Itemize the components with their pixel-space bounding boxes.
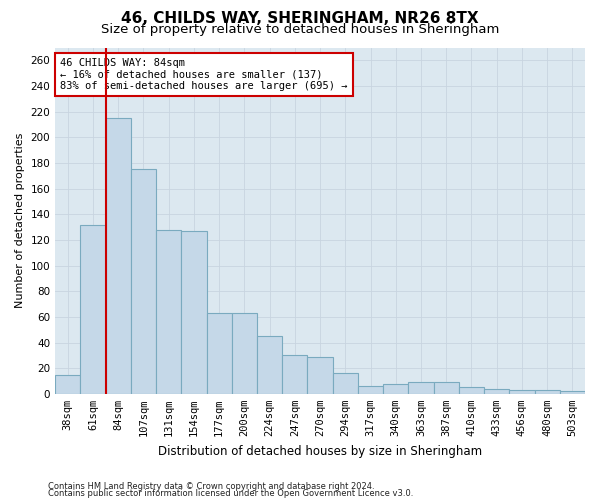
- Bar: [156, 230, 181, 394]
- Bar: [181, 231, 206, 394]
- Bar: [106, 118, 131, 394]
- Bar: [206, 313, 232, 394]
- Bar: [484, 388, 509, 394]
- Bar: [307, 356, 332, 394]
- Bar: [80, 224, 106, 394]
- Bar: [131, 170, 156, 394]
- X-axis label: Distribution of detached houses by size in Sheringham: Distribution of detached houses by size …: [158, 444, 482, 458]
- Text: Contains HM Land Registry data © Crown copyright and database right 2024.: Contains HM Land Registry data © Crown c…: [48, 482, 374, 491]
- Bar: [232, 313, 257, 394]
- Bar: [535, 390, 560, 394]
- Bar: [434, 382, 459, 394]
- Bar: [358, 386, 383, 394]
- Bar: [560, 391, 585, 394]
- Bar: [55, 374, 80, 394]
- Bar: [383, 384, 409, 394]
- Bar: [257, 336, 282, 394]
- Bar: [409, 382, 434, 394]
- Text: 46, CHILDS WAY, SHERINGHAM, NR26 8TX: 46, CHILDS WAY, SHERINGHAM, NR26 8TX: [121, 11, 479, 26]
- Text: Size of property relative to detached houses in Sheringham: Size of property relative to detached ho…: [101, 22, 499, 36]
- Bar: [282, 356, 307, 394]
- Bar: [459, 388, 484, 394]
- Bar: [509, 390, 535, 394]
- Text: 46 CHILDS WAY: 84sqm
← 16% of detached houses are smaller (137)
83% of semi-deta: 46 CHILDS WAY: 84sqm ← 16% of detached h…: [61, 58, 348, 91]
- Y-axis label: Number of detached properties: Number of detached properties: [15, 133, 25, 308]
- Text: Contains public sector information licensed under the Open Government Licence v3: Contains public sector information licen…: [48, 489, 413, 498]
- Bar: [332, 374, 358, 394]
